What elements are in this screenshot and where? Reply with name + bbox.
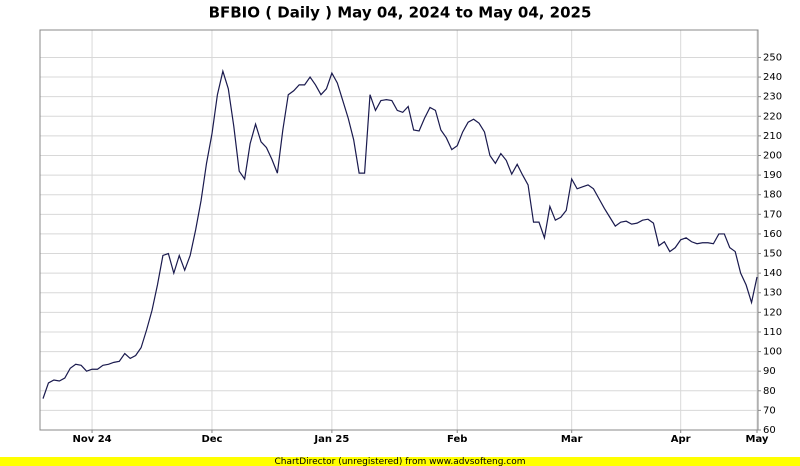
y-tick-label: 180 xyxy=(763,190,782,201)
x-tick-label: Mar xyxy=(561,434,583,445)
x-tick-label: Feb xyxy=(447,434,467,445)
y-tick-label: 230 xyxy=(763,92,782,103)
x-tick-label: Dec xyxy=(201,434,222,445)
y-tick-label: 60 xyxy=(763,425,776,436)
y-tick-label: 200 xyxy=(763,150,782,161)
footer-bar xyxy=(0,457,800,466)
x-tick-label: Nov 24 xyxy=(72,434,111,445)
y-tick-label: 210 xyxy=(763,131,782,142)
x-tick-label: Jan 25 xyxy=(313,434,349,445)
y-tick-label: 100 xyxy=(763,347,782,358)
y-tick-label: 140 xyxy=(763,268,782,279)
y-tick-label: 150 xyxy=(763,249,782,260)
y-tick-label: 110 xyxy=(763,327,782,338)
grid xyxy=(40,30,758,431)
x-tick-label: May xyxy=(746,434,769,445)
y-tick-label: 250 xyxy=(763,52,782,63)
y-tick-label: 240 xyxy=(763,72,782,83)
y-tick-label: 70 xyxy=(763,405,776,416)
footer: ChartDirector (unregistered) from www.ad… xyxy=(274,457,525,466)
x-tick-label: Apr xyxy=(671,434,691,445)
price-line xyxy=(42,68,758,399)
y-tick-label: 220 xyxy=(763,111,782,122)
plot-frame xyxy=(39,29,759,431)
y-tick-label: 130 xyxy=(763,288,782,299)
y-tick-label: 190 xyxy=(763,170,782,181)
y-tick-label: 80 xyxy=(763,386,776,397)
y-tick-label: 120 xyxy=(763,307,782,318)
chart-title: BFBIO ( Daily ) May 04, 2024 to May 04, … xyxy=(209,4,592,22)
y-tick-label: 160 xyxy=(763,229,782,240)
y-tick-label: 170 xyxy=(763,209,782,220)
y-tick-label: 90 xyxy=(763,366,776,377)
